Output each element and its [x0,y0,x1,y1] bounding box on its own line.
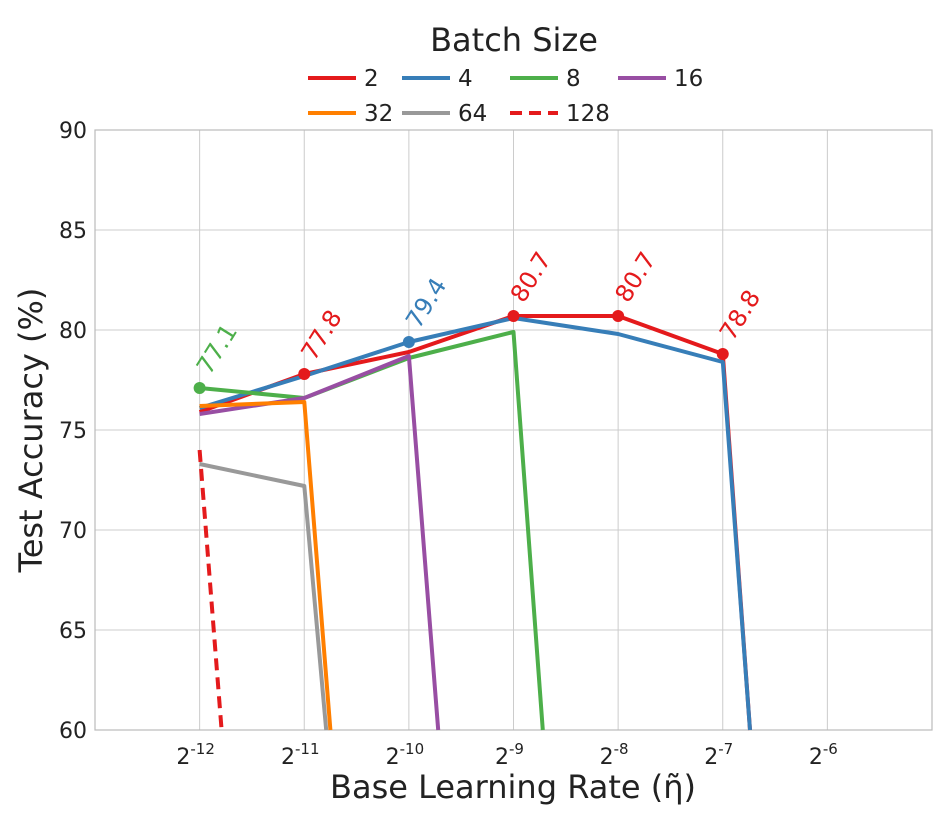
best-accuracy-marker [507,310,520,322]
annotation-layer: 77.1 77.8 79.4 80.7 80.7 78.8 [191,247,766,379]
series-line-batch-2 [198,314,752,731]
series-line-batch-16 [199,354,441,731]
best-accuracy-marker [402,336,415,348]
best-accuracy-marker [716,348,729,360]
legend-item-batch-4: 4 [402,66,473,92]
y-axis-title: Test Accuracy (%) [12,288,50,574]
x-tick-labels: 2-12 2-11 2-10 2-9 2-8 2-7 2-6 [176,740,837,770]
legend-item-batch-2: 2 [308,66,379,92]
series-line-batch-32 [199,400,333,731]
best-accuracy-marker [193,382,206,394]
legend-item-batch-8: 8 [510,66,581,92]
best-accuracy-marker [612,310,625,322]
best-accuracy-label: 80.7 [609,247,661,307]
best-accuracy-label: 78.8 [714,285,766,345]
best-accuracy-label: 77.1 [191,319,243,379]
y-tick-label: 75 [59,419,87,444]
y-tick-labels: 60 65 70 75 80 85 90 [59,119,87,744]
legend-item-batch-64: 64 [402,101,487,127]
legend-label: 4 [458,66,473,92]
y-tick-label: 85 [59,219,87,244]
legend-item-batch-32: 32 [308,101,393,127]
series-line-batch-4 [199,316,752,731]
legend-label: 8 [566,66,581,92]
y-tick-label: 90 [59,119,87,144]
series-line-batch-8 [199,330,545,731]
x-tick-label: 2-11 [281,740,320,770]
grid [95,129,932,731]
legend-title: Batch Size [430,21,598,59]
best-accuracy-marker [298,368,311,380]
plot-frame [94,129,933,731]
x-axis-title: Base Learning Rate (η̃) [330,768,696,806]
y-tick-label: 65 [59,619,87,644]
x-tick-label: 2-12 [176,740,215,770]
x-tick-label: 2-9 [495,740,524,770]
legend: 2 4 8 16 32 64 128 [308,66,703,127]
y-tick-label: 60 [59,719,87,744]
legend-label: 2 [364,66,379,92]
legend-label: 16 [674,66,703,92]
x-tick-label: 2-10 [386,740,425,770]
x-tick-label: 2-7 [704,740,733,770]
marker-layer [193,310,729,394]
legend-label: 64 [458,101,487,127]
x-tick-label: 2-6 [809,740,838,770]
best-accuracy-label: 79.4 [400,273,452,333]
best-accuracy-label: 77.8 [296,305,348,365]
series-layer [197,314,752,731]
x-tick-label: 2-8 [600,740,629,770]
y-tick-label: 70 [59,519,87,544]
legend-item-batch-16: 16 [618,66,703,92]
y-tick-label: 80 [59,319,87,344]
legend-item-batch-128: 128 [510,101,610,127]
legend-label: 32 [364,101,393,127]
series-line-batch-128 [197,449,224,731]
best-accuracy-label: 80.7 [505,247,557,307]
series-line-batch-64 [199,462,329,731]
legend-label: 128 [566,101,610,127]
